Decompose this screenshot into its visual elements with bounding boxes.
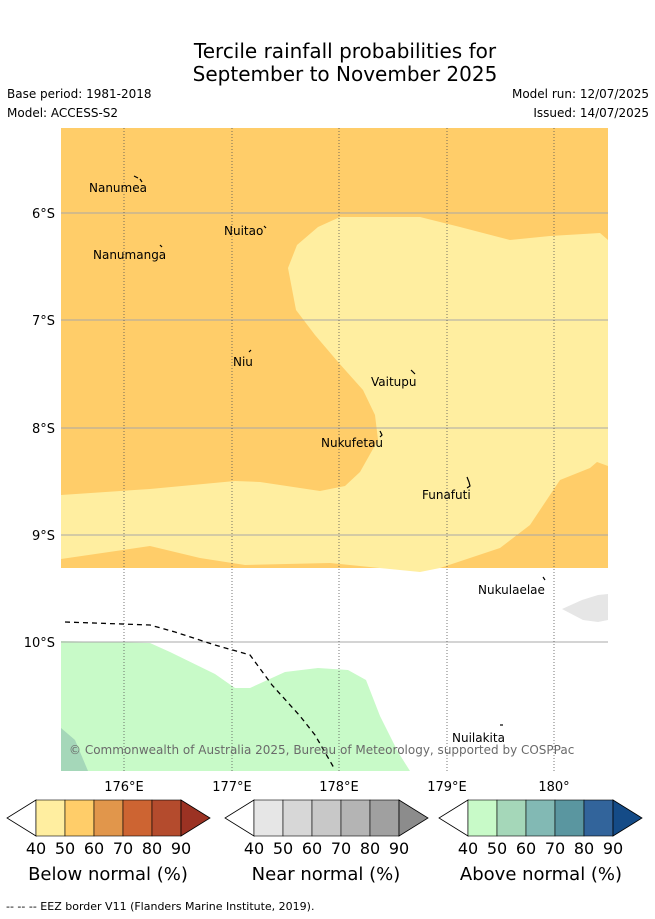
place-nuitao: Nuitao (224, 224, 263, 238)
lat-label-7s: 7°S (32, 314, 55, 329)
colorbar-above-tick-60: 60 (516, 839, 536, 858)
colorbar-near-swatch-3 (311, 799, 342, 837)
probability-map: Nanumea Nuitao Nanumanga Niu Vaitupu Nuk… (61, 128, 608, 771)
place-nuilakita: Nuilakita (452, 731, 505, 745)
near-normal-40-region (562, 594, 608, 622)
colorbar-below-arrow-low (6, 799, 37, 837)
colorbar-below-tick-50: 50 (55, 839, 75, 858)
place-nanumea: Nanumea (89, 181, 147, 195)
place-niu: Niu (233, 355, 253, 369)
colorbar-below-swatch-2 (64, 799, 95, 837)
colorbar-near-tick-40: 40 (244, 839, 264, 858)
model-label: Model: ACCESS-S2 (7, 106, 119, 120)
colorbar-above-title: Above normal (%) (460, 864, 622, 885)
colorbar-above-swatch-2 (496, 799, 527, 837)
longitude-gridlines (123, 128, 555, 771)
colorbar-near-swatch-1 (253, 799, 284, 837)
above-normal-40-region (61, 641, 410, 771)
colorbar-near-swatch-2 (282, 799, 313, 837)
lon-label-179e: 179°E (427, 780, 467, 795)
colorbar-above-arrow-high (612, 799, 643, 837)
colorbar-below-normal: 40 50 60 70 80 90 Below normal (%) (6, 799, 211, 885)
colorbar-near-tick-70: 70 (331, 839, 351, 858)
place-nukulaelae: Nukulaelae (478, 583, 545, 597)
lon-label-178e: 178°E (319, 780, 359, 795)
latitude-labels: 6°S 7°S 8°S 9°S 10°S (24, 207, 55, 651)
colorbar-below-arrow-high (180, 799, 211, 837)
island-marks (133, 175, 546, 726)
eez-border-line (64, 621, 335, 769)
colorbar-above-tick-80: 80 (574, 839, 594, 858)
colorbar-below-swatch-4 (122, 799, 153, 837)
colorbar-above-normal: 40 50 60 70 80 90 Above normal (%) (438, 799, 643, 885)
lat-label-8s: 8°S (32, 422, 55, 437)
colorbar-above-swatch-4 (554, 799, 585, 837)
colorbar-below-swatch-5 (151, 799, 182, 837)
colorbar-below-tick-70: 70 (113, 839, 133, 858)
colorbar-near-tick-90: 90 (389, 839, 409, 858)
latitude-gridlines (61, 212, 608, 643)
lon-label-176e: 176°E (104, 780, 144, 795)
colorbar-near-tick-60: 60 (302, 839, 322, 858)
colorbar-below-title: Below normal (%) (28, 864, 188, 885)
colorbar-below-tick-60: 60 (84, 839, 104, 858)
colorbar-above-swatch-3 (525, 799, 556, 837)
title-line-2: September to November 2025 (192, 62, 498, 86)
colorbar-below-swatch-3 (93, 799, 124, 837)
place-vaitupu: Vaitupu (371, 375, 417, 389)
colorbar-near-tick-50: 50 (273, 839, 293, 858)
lat-label-6s: 6°S (32, 207, 55, 222)
colorbar-near-arrow-high (398, 799, 429, 837)
lat-label-10s: 10°S (24, 636, 55, 651)
base-period-label: Base period: 1981-2018 (7, 87, 152, 101)
colorbar-above-tick-50: 50 (487, 839, 507, 858)
colorbar-above-swatch-5 (583, 799, 614, 837)
lon-label-180: 180° (538, 780, 569, 795)
map-title: Tercile rainfall probabilities for Septe… (0, 40, 655, 86)
model-run-label: Model run: 12/07/2025 (511, 87, 649, 101)
above-normal-50-region (61, 728, 88, 771)
colorbar-near-normal: 40 50 60 70 80 90 Near normal (%) (224, 799, 429, 885)
issued-label: Issued: 14/07/2025 (533, 106, 649, 120)
colorbar-below-tick-90: 90 (171, 839, 191, 858)
colorbar-above-tick-40: 40 (458, 839, 478, 858)
colorbar-above-swatch-1 (467, 799, 498, 837)
place-funafuti: Funafuti (422, 488, 471, 502)
lon-label-177e: 177°E (212, 780, 252, 795)
eez-border-footnote: -- -- -- EEZ border V11 (Flanders Marine… (6, 900, 315, 913)
colorbar-above-tick-70: 70 (545, 839, 565, 858)
place-nukufetau: Nukufetau (321, 436, 383, 450)
title-line-1: Tercile rainfall probabilities for (193, 39, 497, 63)
colorbar-above-arrow-low (438, 799, 469, 837)
colorbar-below-tick-40: 40 (26, 839, 46, 858)
colorbar-near-tick-80: 80 (360, 839, 380, 858)
colorbar-above-tick-90: 90 (603, 839, 623, 858)
place-nanumanga: Nanumanga (93, 248, 166, 262)
colorbar-near-swatch-4 (340, 799, 371, 837)
colorbar-near-swatch-5 (369, 799, 400, 837)
colorbar-near-arrow-low (224, 799, 255, 837)
copyright-notice: © Commonwealth of Australia 2025, Bureau… (69, 743, 574, 757)
colorbar-near-title: Near normal (%) (252, 864, 401, 885)
longitude-labels: 176°E 177°E 178°E 179°E 180° (104, 780, 569, 795)
below-normal-40-region (61, 217, 608, 572)
colorbar-below-tick-80: 80 (142, 839, 162, 858)
colorbar-below-swatch-1 (35, 799, 66, 837)
lat-label-9s: 9°S (32, 529, 55, 544)
